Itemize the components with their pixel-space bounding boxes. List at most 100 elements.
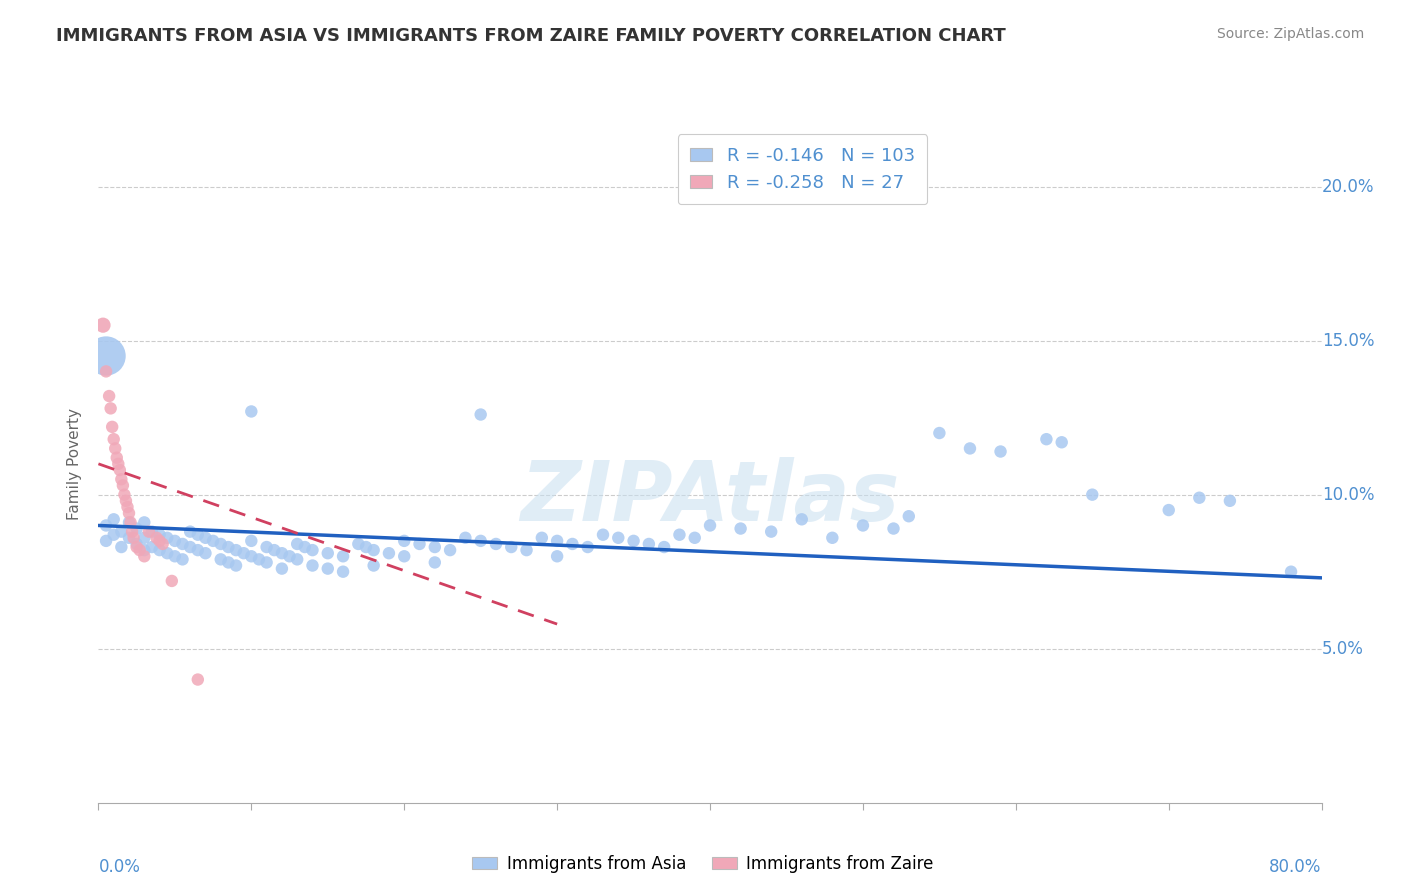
Point: [423, 556, 446, 570]
Text: ZIPAtlas: ZIPAtlas: [520, 458, 900, 538]
Point: [285, 537, 308, 551]
Point: [668, 527, 690, 541]
Point: [91, 318, 114, 333]
Point: [163, 549, 186, 564]
Point: [94, 533, 117, 548]
Point: [470, 408, 492, 422]
Text: 15.0%: 15.0%: [1322, 332, 1374, 350]
Point: [145, 531, 167, 545]
Text: 5.0%: 5.0%: [1322, 640, 1364, 657]
Point: [108, 463, 131, 477]
Point: [530, 531, 553, 545]
Point: [117, 500, 139, 514]
Point: [110, 472, 132, 486]
Point: [561, 537, 583, 551]
Point: [107, 457, 129, 471]
Text: 20.0%: 20.0%: [1322, 178, 1374, 195]
Point: [1157, 503, 1180, 517]
Point: [790, 512, 813, 526]
Text: IMMIGRANTS FROM ASIA VS IMMIGRANTS FROM ZAIRE FAMILY POVERTY CORRELATION CHART: IMMIGRANTS FROM ASIA VS IMMIGRANTS FROM …: [56, 27, 1005, 45]
Point: [156, 531, 179, 545]
Point: [546, 533, 568, 548]
Point: [172, 537, 194, 551]
Point: [141, 540, 163, 554]
Point: [652, 540, 675, 554]
Point: [125, 522, 148, 536]
Point: [138, 524, 160, 539]
Point: [1219, 493, 1241, 508]
Point: [122, 531, 145, 545]
Point: [163, 533, 186, 548]
Point: [959, 442, 981, 456]
Point: [149, 543, 172, 558]
Point: [332, 565, 354, 579]
Point: [347, 537, 370, 551]
Point: [141, 524, 163, 539]
Point: [332, 549, 354, 564]
Point: [187, 673, 209, 687]
Point: [470, 533, 492, 548]
Point: [897, 509, 920, 524]
Point: [294, 540, 316, 554]
Point: [128, 543, 150, 558]
Point: [112, 488, 135, 502]
Point: [1188, 491, 1211, 505]
Point: [256, 540, 278, 554]
Point: [363, 558, 385, 573]
Point: [160, 574, 183, 588]
Point: [354, 540, 377, 554]
Point: [928, 425, 950, 440]
Legend: Immigrants from Asia, Immigrants from Zaire: Immigrants from Asia, Immigrants from Za…: [465, 848, 941, 880]
Point: [179, 540, 201, 554]
Point: [683, 531, 706, 545]
Point: [94, 349, 117, 363]
Point: [105, 450, 128, 465]
Point: [111, 478, 134, 492]
Y-axis label: Family Poverty: Family Poverty: [67, 408, 83, 520]
Point: [225, 543, 247, 558]
Point: [516, 543, 538, 558]
Point: [821, 531, 844, 545]
Point: [103, 527, 125, 541]
Point: [100, 401, 122, 416]
Point: [134, 543, 156, 558]
Text: Source: ZipAtlas.com: Source: ZipAtlas.com: [1216, 27, 1364, 41]
Point: [209, 552, 232, 566]
Point: [1081, 488, 1104, 502]
Point: [149, 533, 172, 548]
Point: [623, 533, 645, 548]
Point: [285, 552, 308, 566]
Point: [301, 558, 323, 573]
Point: [94, 364, 117, 378]
Point: [852, 518, 875, 533]
Point: [187, 543, 209, 558]
Point: [423, 540, 446, 554]
Point: [118, 516, 141, 530]
Point: [179, 524, 201, 539]
Point: [607, 531, 630, 545]
Point: [378, 546, 401, 560]
Point: [225, 558, 247, 573]
Point: [94, 518, 117, 533]
Point: [454, 531, 477, 545]
Point: [546, 549, 568, 564]
Point: [576, 540, 599, 554]
Point: [194, 546, 217, 560]
Point: [98, 389, 121, 403]
Point: [730, 522, 752, 536]
Point: [990, 444, 1012, 458]
Point: [278, 549, 301, 564]
Point: [408, 537, 430, 551]
Point: [316, 546, 339, 560]
Point: [101, 420, 124, 434]
Point: [501, 540, 523, 554]
Point: [115, 493, 138, 508]
Point: [883, 522, 905, 536]
Point: [152, 537, 174, 551]
Point: [240, 549, 263, 564]
Point: [270, 546, 292, 560]
Point: [120, 516, 142, 530]
Point: [110, 540, 132, 554]
Point: [232, 546, 254, 560]
Point: [301, 543, 323, 558]
